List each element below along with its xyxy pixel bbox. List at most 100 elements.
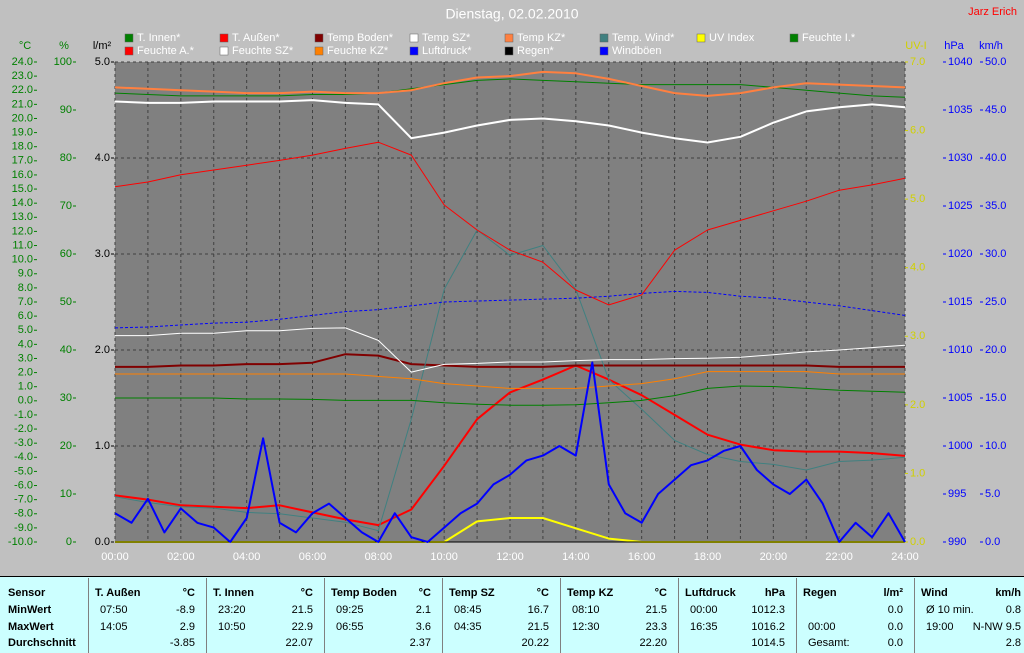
row-label: Durchschnitt — [8, 637, 76, 649]
x-tick-label: 22:00 — [825, 551, 853, 563]
y-tick-label: 25.0 — [985, 296, 1006, 308]
y-tick-label: 22.0 — [12, 84, 33, 96]
y-tick-label: 990 — [948, 536, 966, 548]
x-tick-label: 00:00 — [101, 551, 129, 563]
cell-time: 14:05 — [100, 621, 128, 633]
legend-label: Feuchte SZ* — [232, 45, 294, 57]
legend-swatch — [504, 46, 514, 56]
x-tick-label: 02:00 — [167, 551, 195, 563]
y-tick-label: 1005 — [948, 392, 972, 404]
legend-swatch — [314, 33, 324, 43]
column-header: Temp SZ — [449, 587, 495, 599]
legend-label: Luftdruck* — [422, 45, 472, 57]
cell-value: 22.9 — [292, 621, 313, 633]
y-tick-label: 1.0 — [910, 467, 925, 479]
legend-swatch — [504, 33, 514, 43]
y-tick-label: -5.0 — [14, 465, 33, 477]
y-tick-label: -7.0 — [14, 494, 33, 506]
column-header: Wind — [921, 587, 948, 599]
cell-value: 21.5 — [528, 621, 549, 633]
column-header: T. Innen — [213, 587, 254, 599]
y-tick-label: 10.0 — [985, 440, 1006, 452]
y-tick-label: 23.0 — [12, 70, 33, 82]
y-tick-label: -9.0 — [14, 522, 33, 534]
row-label: MaxWert — [8, 621, 54, 633]
y-tick-label: 19.0 — [12, 126, 33, 138]
legend-swatch — [124, 46, 134, 56]
y-tick-label: 1020 — [948, 248, 972, 260]
y-tick-label: 1025 — [948, 200, 972, 212]
y-tick-label: 18.0 — [12, 141, 33, 153]
row-label: MinWert — [8, 604, 52, 616]
y-tick-label: 50.0 — [985, 56, 1006, 68]
series-line — [114, 99, 906, 144]
y-tick-label: 10.0 — [12, 254, 33, 266]
y-tick-label: 4.0 — [95, 152, 110, 164]
legend-label: Temp. Wind* — [612, 32, 675, 44]
y-tick-label: 15.0 — [12, 183, 33, 195]
y-tick-label: 0.0 — [910, 536, 925, 548]
y-tick-label: 45.0 — [985, 104, 1006, 116]
column-header: T. Außen — [95, 587, 141, 599]
series-line — [114, 141, 906, 306]
cell-time: 19:00 — [926, 621, 954, 633]
legend-label: Windböen — [612, 45, 662, 57]
series-line — [114, 229, 906, 532]
cell-time: 04:35 — [454, 621, 482, 633]
y-tick-label: 20.0 — [12, 112, 33, 124]
y-tick-label: 0.0 — [985, 536, 1000, 548]
y-tick-label: 0 — [66, 536, 72, 548]
cell-value: 2.1 — [416, 604, 431, 616]
axis-label: °C — [19, 40, 31, 52]
y-tick-label: 12.0 — [12, 225, 33, 237]
x-tick-label: 12:00 — [496, 551, 524, 563]
legend-label: Regen* — [517, 45, 554, 57]
y-tick-label: 1035 — [948, 104, 972, 116]
y-tick-label: 1015 — [948, 296, 972, 308]
y-tick-label: 16.0 — [12, 169, 33, 181]
y-tick-label: 24.0 — [12, 56, 33, 68]
y-tick-label: 80 — [60, 152, 72, 164]
cell-time: 07:50 — [100, 604, 128, 616]
legend-swatch — [219, 33, 229, 43]
axis-label: km/h — [979, 40, 1003, 52]
legend-label: Temp Boden* — [327, 32, 394, 44]
legend-label: Feuchte A.* — [137, 45, 195, 57]
y-tick-label: 1.0 — [95, 440, 110, 452]
cell-value: 2.37 — [410, 637, 431, 649]
y-tick-label: -1.0 — [14, 409, 33, 421]
cell-value: 23.3 — [646, 621, 667, 633]
y-tick-label: 35.0 — [985, 200, 1006, 212]
cell-value: 3.6 — [416, 621, 431, 633]
cell-value: 1012.3 — [751, 604, 785, 616]
y-tick-label: 7.0 — [18, 296, 33, 308]
legend-label: T. Innen* — [137, 32, 181, 44]
table-header: Sensor — [8, 587, 46, 599]
y-tick-label: 4.0 — [18, 338, 33, 350]
y-tick-label: 995 — [948, 488, 966, 500]
column-header: Temp Boden — [331, 587, 397, 599]
y-tick-label: 5.0 — [985, 488, 1000, 500]
axis-label: hPa — [944, 40, 964, 52]
y-tick-label: -6.0 — [14, 479, 33, 491]
y-tick-label: 2.0 — [910, 399, 925, 411]
cell-value: 21.5 — [646, 604, 667, 616]
x-tick-label: 04:00 — [233, 551, 261, 563]
cell-time: 23:20 — [218, 604, 246, 616]
column-header: Luftdruck — [685, 587, 737, 599]
x-tick-label: 24:00 — [891, 551, 919, 563]
y-tick-label: 14.0 — [12, 197, 33, 209]
axis-label: l/m² — [93, 40, 112, 52]
y-tick-label: 17.0 — [12, 155, 33, 167]
legend-label: UV Index — [709, 32, 755, 44]
y-tick-label: 8.0 — [18, 282, 33, 294]
cell-time: 09:25 — [336, 604, 364, 616]
legend-swatch — [409, 46, 419, 56]
axis-label: UV-I — [905, 40, 926, 52]
y-tick-label: 1010 — [948, 344, 972, 356]
y-tick-label: 90 — [60, 104, 72, 116]
cell-value: 2.8 — [1006, 637, 1021, 649]
cell-time: Ø 10 min. — [926, 604, 974, 616]
series-line — [114, 364, 906, 527]
